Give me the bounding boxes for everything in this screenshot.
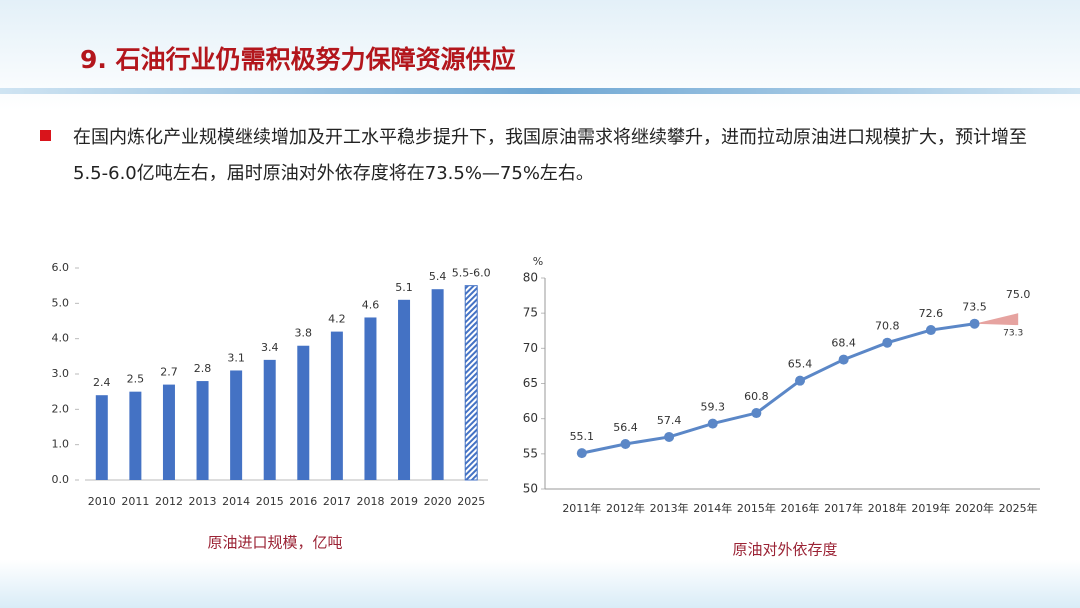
bar: [196, 381, 209, 480]
point: [882, 337, 893, 348]
x-tick-label: 2018: [356, 495, 384, 508]
x-tick-label: 2016年: [781, 501, 820, 515]
value-label: 5.5-6.0: [452, 267, 491, 280]
value-label: 65.4: [788, 358, 813, 371]
value-label: 3.4: [261, 341, 279, 354]
point: [969, 318, 980, 329]
value-label: 3.1: [227, 351, 245, 364]
forecast-high-label: 75.0: [1006, 288, 1031, 301]
y-tick-label: 65: [523, 376, 538, 390]
forecast-low-label: 73.3: [1003, 329, 1023, 339]
bar: [95, 395, 108, 480]
header-band: [0, 88, 1080, 94]
y-tick-label: 75: [523, 306, 538, 320]
bullet-marker: [40, 130, 51, 141]
y-unit: %: [533, 255, 543, 268]
x-tick-label: 2020年: [955, 501, 994, 515]
bar: [162, 384, 175, 480]
x-tick-label: 2025: [457, 495, 485, 508]
point: [838, 354, 849, 365]
line: [581, 322, 975, 455]
value-label: 2.8: [194, 362, 212, 375]
bar: [431, 289, 444, 480]
chart-caption: 原油对外依存度: [732, 541, 837, 559]
value-label: 57.4: [657, 414, 682, 427]
y-tick-label: 50: [523, 482, 538, 496]
point: [795, 375, 805, 386]
y-tick-label: 5.0: [52, 296, 70, 309]
y-tick-label: 60: [523, 411, 538, 425]
value-label: 4.2: [328, 313, 346, 326]
point: [751, 408, 762, 419]
value-label: 73.5: [962, 301, 987, 314]
y-tick-label: 80: [523, 271, 538, 285]
x-tick-label: 2013: [189, 495, 217, 508]
x-tick-label: 2019年: [911, 501, 950, 515]
value-label: 60.8: [744, 390, 769, 403]
y-tick-label: 6.0: [52, 261, 70, 274]
value-label: 70.8: [875, 320, 900, 333]
x-tick-label: 2012年: [606, 501, 645, 515]
chart-caption: 原油进口规模，亿吨: [207, 534, 342, 552]
bar: [263, 359, 276, 480]
value-label: 5.4: [429, 270, 447, 283]
x-tick-label: 2012: [155, 495, 183, 508]
value-label: 68.4: [831, 337, 856, 350]
point: [707, 418, 718, 429]
bar: [129, 391, 142, 480]
y-tick-label: 0.0: [52, 473, 70, 486]
value-label: 4.6: [362, 298, 380, 311]
value-label: 72.6: [919, 307, 944, 320]
y-tick-label: 2.0: [52, 402, 70, 415]
x-tick-label: 2019: [390, 495, 418, 508]
bar: [230, 370, 243, 480]
x-tick-label: 2011: [121, 495, 149, 508]
point: [664, 431, 675, 442]
bar: [330, 331, 343, 480]
x-tick-label: 2020: [424, 495, 452, 508]
bullet-text: 在国内炼化产业规模继续增加及开工水平稳步提升下，我国原油需求将继续攀升，进而拉动…: [73, 127, 1027, 184]
value-label: 2.4: [93, 376, 111, 389]
point: [925, 325, 936, 336]
point: [576, 448, 587, 459]
value-label: 55.1: [570, 430, 595, 443]
bar: [398, 299, 411, 480]
bar: [364, 317, 377, 480]
y-tick-label: 3.0: [52, 367, 70, 380]
x-tick-label: 2010: [88, 495, 116, 508]
value-label: 59.3: [700, 401, 725, 414]
value-label: 5.1: [395, 281, 413, 294]
y-tick-label: 70: [523, 341, 538, 355]
x-tick-label: 2011年: [562, 501, 601, 515]
forecast-range: [974, 313, 1019, 326]
x-tick-label: 2015: [256, 495, 284, 508]
bar: [464, 285, 478, 481]
x-tick-label: 2025年: [999, 501, 1038, 515]
x-tick-label: 2017: [323, 495, 351, 508]
bar: [297, 345, 310, 480]
x-tick-label: 2014: [222, 495, 250, 508]
x-tick-label: 2015年: [737, 501, 776, 515]
value-label: 56.4: [613, 421, 638, 434]
y-tick-label: 1.0: [52, 438, 70, 451]
x-tick-label: 2017年: [824, 501, 863, 515]
x-tick-label: 2018年: [868, 501, 907, 515]
y-tick-label: 55: [523, 446, 538, 460]
value-label: 2.7: [160, 366, 178, 379]
x-tick-label: 2013年: [650, 501, 689, 515]
value-label: 3.8: [295, 327, 313, 340]
value-label: 2.5: [127, 373, 145, 386]
point: [620, 438, 631, 449]
x-tick-label: 2016: [289, 495, 317, 508]
slide-title: 9. 石油行业仍需积极努力保障资源供应: [80, 45, 516, 74]
x-tick-label: 2014年: [693, 501, 732, 515]
y-tick-label: 4.0: [52, 332, 70, 345]
